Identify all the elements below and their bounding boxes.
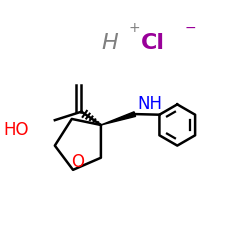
Polygon shape	[101, 112, 136, 125]
Text: O: O	[71, 153, 84, 171]
Text: −: −	[184, 21, 196, 35]
Text: +: +	[129, 21, 140, 35]
Text: HO: HO	[4, 121, 29, 139]
Text: H: H	[101, 32, 118, 52]
Text: Cl: Cl	[141, 32, 165, 52]
Text: NH: NH	[137, 96, 162, 114]
